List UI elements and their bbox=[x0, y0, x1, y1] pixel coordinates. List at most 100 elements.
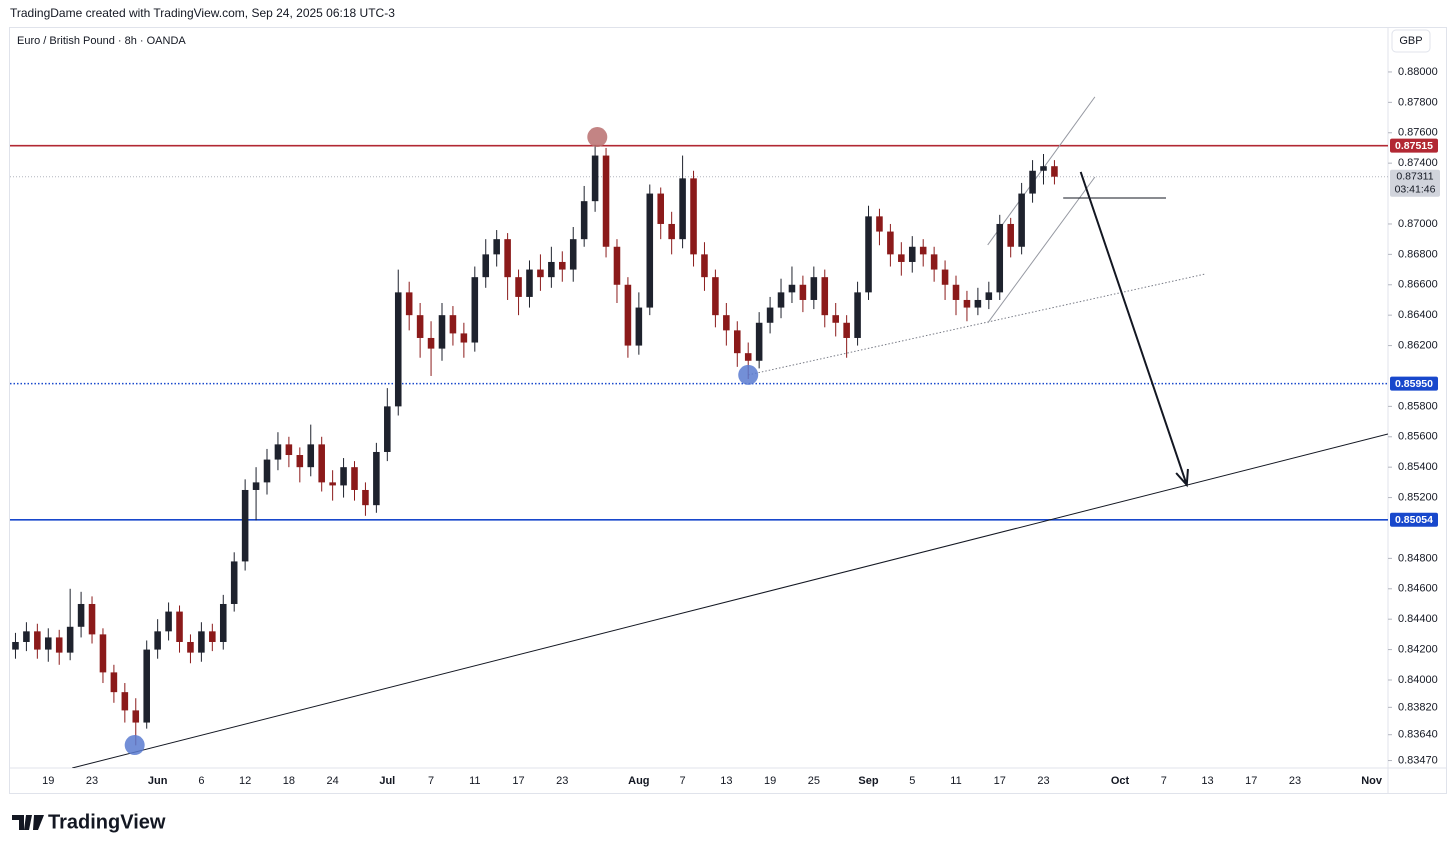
plot bbox=[10, 96, 1388, 768]
y-tick-label: 0.88000 bbox=[1398, 66, 1438, 78]
y-tick-label: 0.87600 bbox=[1398, 127, 1438, 139]
candle-body bbox=[613, 246, 621, 285]
candle-body bbox=[176, 611, 183, 642]
brand: TradingView bbox=[48, 811, 166, 833]
x-tick-label: Jun bbox=[148, 775, 168, 787]
candle-body bbox=[646, 193, 654, 308]
level-label: 0.85054 bbox=[1395, 514, 1433, 526]
y-tick-label: 0.83640 bbox=[1398, 729, 1438, 741]
y-tick-label: 0.84400 bbox=[1398, 613, 1438, 625]
candle-body bbox=[198, 631, 205, 653]
x-tick-label: Sep bbox=[858, 775, 878, 787]
candle-body bbox=[154, 631, 161, 650]
marker-circle bbox=[124, 735, 145, 756]
y-tick-label: 0.83820 bbox=[1398, 701, 1438, 713]
x-tick-label: 12 bbox=[239, 775, 251, 787]
candle-body bbox=[274, 444, 282, 460]
trendline bbox=[748, 273, 1206, 376]
level-label-box bbox=[1390, 376, 1438, 391]
candle-body bbox=[537, 269, 544, 278]
candle-body bbox=[515, 277, 522, 297]
candle-body bbox=[941, 269, 949, 285]
candle-body bbox=[854, 292, 861, 338]
candle-body bbox=[788, 284, 796, 293]
candle-body bbox=[733, 330, 741, 354]
x-tick-label: Oct bbox=[1111, 775, 1130, 787]
candle-body bbox=[810, 277, 818, 300]
marker-circle bbox=[587, 127, 608, 148]
x-tick-label: 5 bbox=[909, 775, 915, 787]
candle-body bbox=[77, 603, 85, 627]
candle-body bbox=[230, 561, 238, 604]
candle-body bbox=[34, 631, 41, 650]
candle-body bbox=[701, 254, 708, 278]
candle-body bbox=[493, 239, 500, 255]
y-tick-label: 0.86400 bbox=[1398, 309, 1438, 321]
x-tick-label: 13 bbox=[720, 775, 732, 787]
y-tick-label: 0.85400 bbox=[1398, 461, 1438, 473]
x-tick-label: 23 bbox=[1037, 775, 1049, 787]
y-tick-label: 0.87000 bbox=[1398, 218, 1438, 230]
candle-body bbox=[373, 451, 380, 506]
candle-body bbox=[351, 467, 358, 490]
y-tick-label: 0.83470 bbox=[1398, 754, 1438, 766]
candle-body bbox=[187, 641, 194, 653]
x-tick-label: Jul bbox=[379, 775, 395, 787]
candle-body bbox=[821, 277, 829, 316]
candle-body bbox=[963, 299, 971, 308]
candle-body bbox=[930, 254, 938, 270]
x-tick-label: 23 bbox=[556, 775, 568, 787]
candle-body bbox=[580, 201, 588, 240]
x-tick-label: 7 bbox=[428, 775, 434, 787]
x-tick-label: 17 bbox=[512, 775, 524, 787]
candle-body bbox=[1029, 170, 1036, 194]
y-tick-label: 0.84800 bbox=[1398, 552, 1438, 564]
x-tick-label: 6 bbox=[198, 775, 204, 787]
x-tick-label: Aug bbox=[628, 775, 649, 787]
y-tick-label: 0.86800 bbox=[1398, 248, 1438, 260]
candle-body bbox=[241, 489, 249, 562]
candle-body bbox=[165, 611, 172, 632]
forecast-arrow bbox=[1079, 171, 1189, 488]
candle-body bbox=[952, 284, 960, 300]
candle-body bbox=[1018, 193, 1025, 247]
y-tick-label: 0.84200 bbox=[1398, 643, 1438, 655]
currency[interactable]: GBP bbox=[1399, 35, 1422, 47]
y-tick-label: 0.86600 bbox=[1398, 279, 1438, 291]
y-tick-label: 0.84000 bbox=[1398, 674, 1438, 686]
candle-body bbox=[427, 337, 435, 349]
level-label: 0.85950 bbox=[1395, 378, 1433, 390]
candle-body bbox=[755, 322, 763, 361]
candle-body bbox=[55, 637, 63, 653]
y-tick-label: 0.87400 bbox=[1398, 157, 1438, 169]
candle-body bbox=[974, 299, 982, 308]
candle-body bbox=[876, 216, 883, 232]
candle-body bbox=[209, 631, 216, 642]
x-tick-label: 17 bbox=[994, 775, 1006, 787]
candle-body bbox=[569, 239, 577, 270]
candle-body bbox=[526, 269, 533, 297]
x-tick-label: 19 bbox=[764, 775, 776, 787]
candle-body bbox=[602, 155, 610, 247]
y-tick-label: 0.85600 bbox=[1398, 431, 1438, 443]
currency-button[interactable] bbox=[1391, 29, 1431, 53]
candle-body bbox=[985, 292, 993, 300]
candle-body bbox=[416, 315, 424, 338]
level-label-box bbox=[1390, 138, 1438, 153]
x-tick-label: 19 bbox=[42, 775, 54, 787]
x-tick-label: 11 bbox=[469, 775, 480, 787]
candle-body bbox=[438, 315, 446, 349]
level-label: 0.87515 bbox=[1395, 140, 1433, 152]
candle-body bbox=[766, 307, 774, 323]
candle-body bbox=[744, 353, 752, 361]
candle-body bbox=[66, 626, 74, 653]
candle-body bbox=[843, 322, 850, 338]
y-tick-label: 0.86200 bbox=[1398, 339, 1438, 351]
candle-body bbox=[1040, 166, 1047, 171]
y-tick-label: 0.85200 bbox=[1398, 491, 1438, 503]
x-tick-label: 18 bbox=[283, 775, 295, 787]
x-tick-label: 11 bbox=[950, 775, 961, 787]
x-tick-label: Nov bbox=[1361, 775, 1383, 787]
candle-body bbox=[504, 239, 511, 278]
